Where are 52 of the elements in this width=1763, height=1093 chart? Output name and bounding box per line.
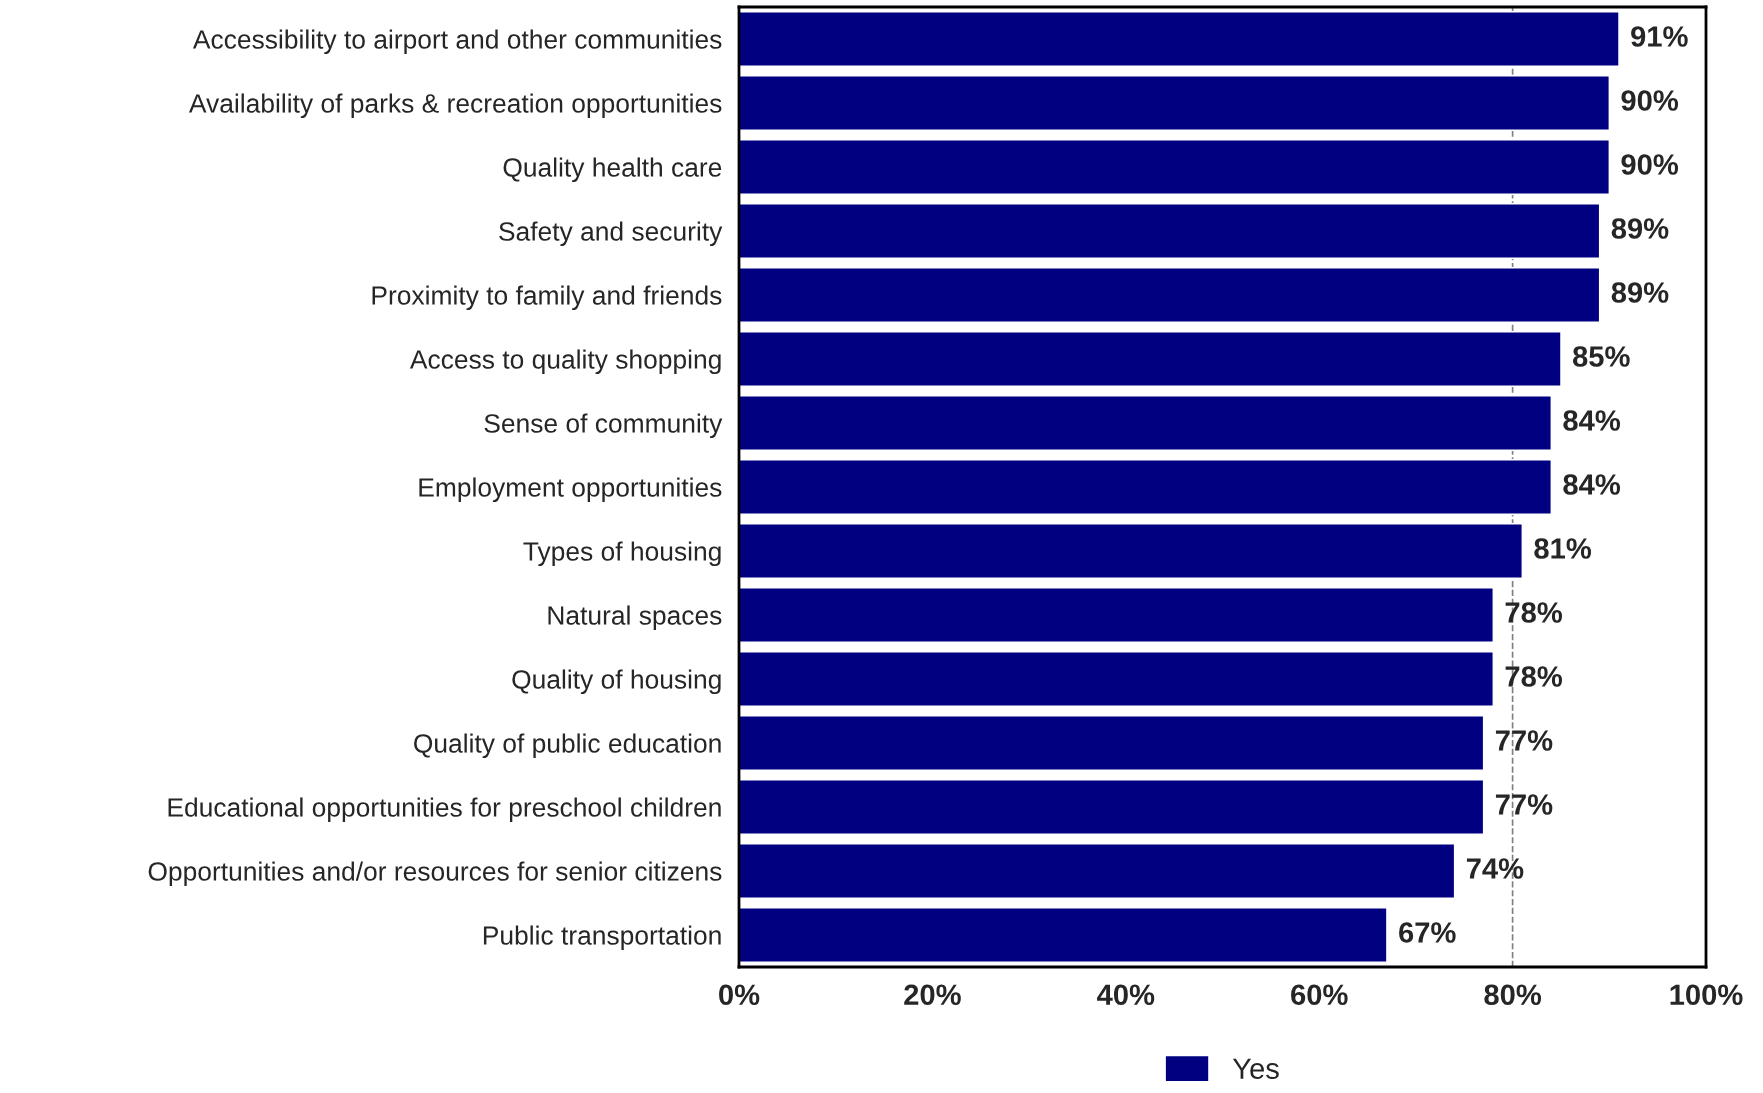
text: 90% (1621, 90, 1679, 111)
x-tick-label: 20% (904, 984, 961, 1006)
text: 77% (1495, 730, 1553, 751)
y-tick-label: Quality health care (503, 157, 722, 183)
y-tick-label: Safety and security (499, 221, 723, 247)
x-tick-label: 40% (1097, 984, 1155, 1006)
text: 85% (1572, 346, 1630, 367)
text: 89% (1611, 218, 1669, 239)
y-tick-label: Types of housing (523, 541, 721, 567)
bar (739, 395, 1552, 451)
legend-label: Yes (1232, 1058, 1279, 1079)
y-tick-label: Quality of housing (512, 669, 721, 695)
bar (739, 651, 1494, 707)
text: 84% (1563, 410, 1620, 431)
text: 74% (1466, 858, 1524, 879)
y-tick-label: Opportunities and/or resources for senior citizens (148, 861, 722, 887)
bar (739, 779, 1485, 835)
text: 90% (1621, 154, 1679, 175)
x-tick-label: 80% (1484, 984, 1542, 1006)
text: 77% (1495, 794, 1553, 815)
bar (739, 267, 1601, 323)
bar (739, 907, 1388, 963)
bar (739, 523, 1523, 579)
bar (739, 331, 1562, 387)
text: 84% (1563, 474, 1620, 495)
x-tick-label: 100% (1670, 984, 1743, 1006)
y-tick-label: Public transportation (483, 925, 721, 951)
bar (739, 459, 1552, 515)
y-tick-label: Quality of public education (414, 733, 721, 759)
bar (739, 843, 1456, 899)
text: 78% (1505, 666, 1562, 687)
bar (739, 11, 1620, 67)
x-tick-label: 0% (719, 984, 760, 1006)
y-tick-label: Employment opportunities (419, 477, 722, 503)
text: 67% (1399, 922, 1456, 943)
text: 78% (1505, 602, 1562, 623)
y-tick-label: Sense of community (484, 413, 723, 439)
y-tick-label: Availability of parks & recreation opportunities (188, 93, 722, 119)
y-tick-label: Accessibility to airport and other communities (192, 29, 722, 55)
y-tick-label: Natural spaces (548, 605, 722, 631)
bar (739, 715, 1485, 771)
y-tick-label: Proximity to family and friends (372, 285, 722, 311)
bar (739, 587, 1494, 643)
bar (739, 203, 1601, 259)
bar (739, 139, 1610, 195)
x-tick-label: 60% (1291, 984, 1348, 1006)
bar (739, 75, 1610, 131)
y-tick-label: Educational opportunities for preschool children (168, 797, 721, 823)
y-tick-label: Access to quality shopping (409, 349, 721, 375)
text: 89% (1611, 282, 1669, 303)
text: 91% (1631, 26, 1688, 47)
text: 81% (1534, 538, 1591, 559)
